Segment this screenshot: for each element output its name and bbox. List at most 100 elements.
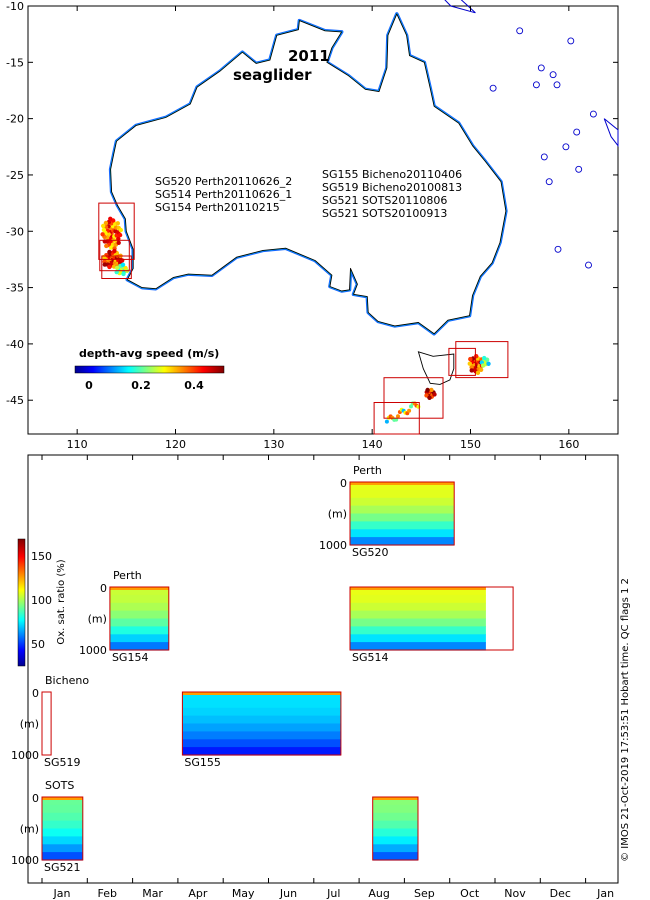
track-point xyxy=(118,227,124,233)
month-tick-label: Dec xyxy=(550,887,571,900)
island-outline xyxy=(554,245,562,253)
deployment-frame xyxy=(349,481,455,546)
surface-band xyxy=(109,587,169,590)
map-y-tick-label: -15 xyxy=(6,56,24,69)
track-point xyxy=(120,262,126,267)
profile-band xyxy=(350,587,486,596)
site-label: Perth xyxy=(113,569,142,582)
track-point xyxy=(102,262,108,267)
new-caledonia-coast xyxy=(603,118,619,148)
track-point xyxy=(486,361,491,366)
track-point xyxy=(115,221,121,226)
profile-band xyxy=(109,618,169,627)
profile-band xyxy=(182,723,341,732)
island-outline xyxy=(589,110,597,118)
deployment-box xyxy=(383,377,444,419)
profile-band xyxy=(42,804,83,814)
month-tick-label: Aug xyxy=(368,887,389,900)
profile-band xyxy=(182,699,341,709)
track-point xyxy=(396,414,400,419)
surface-band xyxy=(372,797,418,800)
deployment-name: SG514 xyxy=(352,651,389,664)
track-point xyxy=(117,232,123,238)
month-tick-label: May xyxy=(232,887,255,900)
map-y-tick-label: -35 xyxy=(6,282,24,295)
track-point xyxy=(101,223,106,229)
map-y-tick-label: -10 xyxy=(6,0,24,13)
profile-band xyxy=(182,715,341,725)
track-point xyxy=(107,249,112,255)
oxygen-colorbar: Ox. sat. ratio (%) 150 100 50 xyxy=(17,538,67,667)
depth-tick-label: (m) xyxy=(328,508,347,521)
profile-band xyxy=(182,739,341,748)
island-outline xyxy=(537,64,545,72)
track-point xyxy=(114,265,120,270)
deployment-box xyxy=(373,402,420,435)
deployment-name: SG154 xyxy=(112,651,149,664)
profile-band xyxy=(109,602,169,612)
map-y-tick-label: -30 xyxy=(6,225,24,238)
profile-band xyxy=(372,804,418,814)
profile-band xyxy=(350,618,486,627)
depth-tick-label: 1000 xyxy=(11,749,39,762)
track-point xyxy=(103,220,109,226)
month-axis: Jan Feb Mar Apr May Jun Jul Aug Sep Oct Nov Dec Jan xyxy=(41,455,614,900)
deployment-name: SG519 xyxy=(44,756,81,769)
track-point xyxy=(101,227,107,233)
profile-band xyxy=(350,497,455,507)
profile-band xyxy=(42,812,83,822)
track-point xyxy=(467,361,472,366)
tasmania-coast xyxy=(417,351,455,385)
profile-band xyxy=(109,642,169,651)
deployment-label: SG154 Perth20110215 xyxy=(155,201,280,214)
deployment-frame xyxy=(41,796,84,861)
island-outline xyxy=(585,261,592,269)
deployment-frame xyxy=(181,691,342,756)
map-y-tick-label: -40 xyxy=(6,338,24,351)
profile-band xyxy=(182,731,341,740)
deployment-labels-east: SG155 Bicheno20110406 SG519 Bicheno20100… xyxy=(322,168,462,220)
track-point xyxy=(409,404,413,409)
depth-tick-label: (m) xyxy=(20,823,39,836)
profile-band xyxy=(350,529,455,538)
profile-band xyxy=(42,852,83,861)
map-x-tick-label: 160 xyxy=(558,438,579,451)
surface-band xyxy=(42,797,83,800)
profile-band xyxy=(109,626,169,635)
map-y-tick-label: -25 xyxy=(6,169,24,182)
profile-band xyxy=(350,642,486,651)
profile-band xyxy=(372,812,418,822)
depth-tick-label: 0 xyxy=(32,687,39,700)
profile-band xyxy=(350,610,486,620)
month-tick-label: Mar xyxy=(142,887,163,900)
track-point xyxy=(425,387,430,393)
profile-band xyxy=(42,820,83,830)
deployment-frame xyxy=(41,691,52,756)
track-point xyxy=(432,392,437,397)
site-label: Bicheno xyxy=(45,674,89,687)
track-point xyxy=(474,354,479,359)
month-tick-label: Jan xyxy=(53,887,71,900)
profile-band xyxy=(42,844,83,853)
deployment-box xyxy=(98,202,135,260)
depth-tick-label: 0 xyxy=(32,792,39,805)
australia-coastline xyxy=(108,0,619,385)
profile-band xyxy=(350,521,455,530)
map-y-tick-label: -45 xyxy=(6,394,24,407)
profile-band xyxy=(109,594,169,604)
deployment-label: SG519 Bicheno20100813 xyxy=(322,181,462,194)
speed-colorbar-gradient xyxy=(74,365,225,374)
track-point xyxy=(121,271,126,277)
month-tick-label: Oct xyxy=(460,887,480,900)
deployment-label: SG520 Perth20110626_2 xyxy=(155,175,292,188)
track-point xyxy=(104,243,109,249)
island-outline xyxy=(540,153,548,161)
surface-band xyxy=(350,482,455,485)
profile-band xyxy=(42,836,83,845)
speed-colorbar-tick: 0 xyxy=(85,379,93,392)
site-label: Perth xyxy=(353,464,382,477)
profile-band xyxy=(182,707,341,717)
speed-colorbar: depth-avg speed (m/s) 0 0.2 0.4 xyxy=(74,347,225,392)
